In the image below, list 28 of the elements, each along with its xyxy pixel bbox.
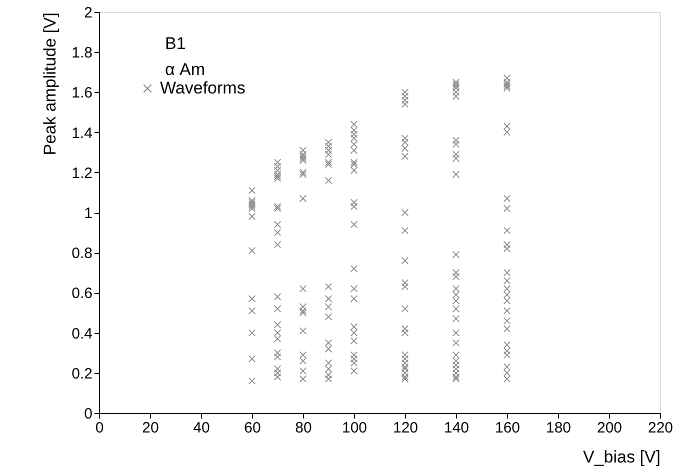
x-axis-title: V_bias [V] [583,448,660,466]
y-axis-title: Peak amplitude [V] [40,12,60,156]
y-tick-label: 1.4 [72,124,92,142]
x-tick-label: 60 [244,420,261,436]
y-tick-label: 1 [84,205,92,222]
y-tick-label: 0.2 [72,365,92,382]
y-tick-label: 0.4 [72,325,92,342]
x-tick-label: 40 [193,420,210,436]
x-tick-label: 180 [546,420,572,436]
x-tick-label: 200 [596,420,622,436]
annotation: B1 [165,34,186,53]
annotation: α Am [165,60,206,79]
y-tick-label: 0.6 [72,285,92,302]
x-tick-label: 0 [95,420,104,436]
x-tick-label: 100 [342,420,368,436]
x-tick-label: 160 [494,420,520,436]
y-tick-label: 1.2 [72,164,92,182]
x-tick-label: 20 [142,420,159,436]
y-tick-label: 1.8 [72,44,92,62]
y-tick-label: 0 [84,406,92,422]
x-tick-label: 220 [648,420,674,436]
y-tick-label: 2 [84,4,92,22]
legend-label: Waveforms [160,78,246,98]
y-tick-label: 1.6 [72,84,92,102]
y-tick-label: 0.8 [72,245,92,262]
x-tick-label: 140 [444,420,470,436]
x-tick-label: 120 [392,420,418,436]
x-tick-label: 80 [295,420,312,436]
